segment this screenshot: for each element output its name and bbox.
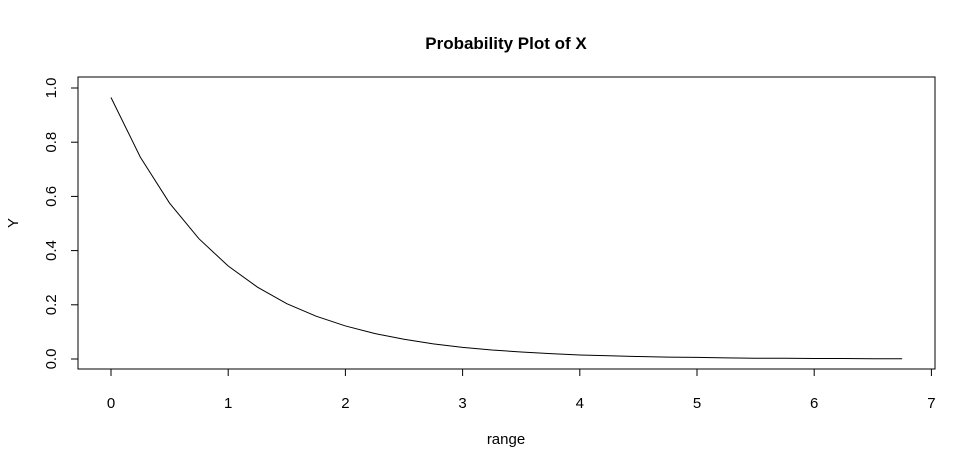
y-tick-label: 0.4 bbox=[43, 240, 60, 261]
x-tick-label: 1 bbox=[224, 395, 232, 412]
x-tick-label: 3 bbox=[458, 395, 466, 412]
y-tick-label: 0.6 bbox=[43, 186, 60, 207]
y-axis-label: Y bbox=[5, 218, 22, 228]
x-tick-label: 7 bbox=[927, 395, 935, 412]
x-tick-label: 2 bbox=[341, 395, 349, 412]
plot-frame bbox=[77, 76, 936, 370]
chart-title: Probability Plot of X bbox=[425, 34, 587, 53]
x-axis-label: range bbox=[487, 431, 525, 448]
x-tick-label: 4 bbox=[576, 395, 584, 412]
y-tick-label: 0.2 bbox=[43, 294, 60, 315]
x-tick-label: 6 bbox=[810, 395, 818, 412]
y-tick-label: 0.8 bbox=[43, 132, 60, 153]
x-tick-label: 0 bbox=[107, 395, 115, 412]
series-line bbox=[110, 97, 903, 360]
x-axis: 0 1 2 3 4 5 6 7 bbox=[107, 368, 936, 412]
x-tick-label: 5 bbox=[693, 395, 701, 412]
y-tick-label: 1.0 bbox=[43, 78, 60, 99]
y-axis: 0.0 0.2 0.4 0.6 0.8 1.0 bbox=[43, 78, 79, 370]
y-tick-label: 0.0 bbox=[43, 349, 60, 370]
